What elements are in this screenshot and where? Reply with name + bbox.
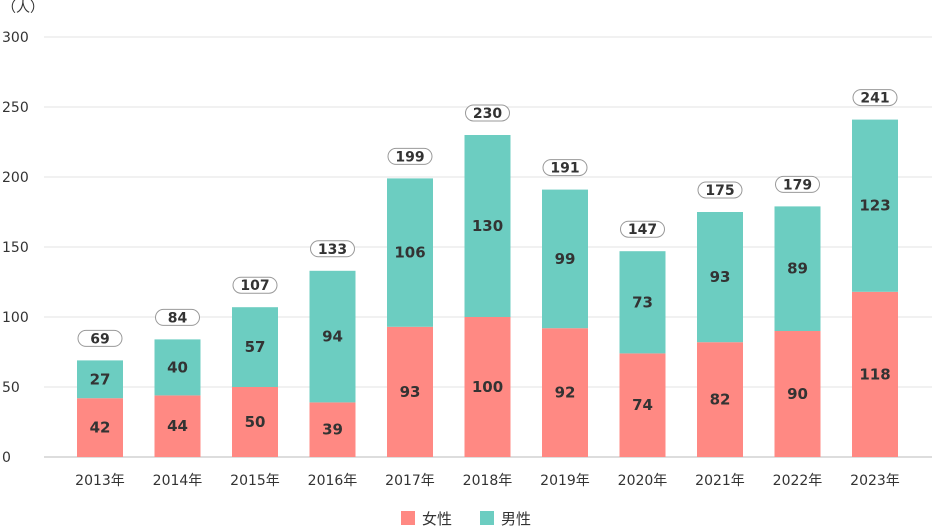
- bar-segment-female: [154, 395, 201, 457]
- y-axis-unit-label: （人）: [2, 0, 44, 16]
- data-label-female: 50: [245, 413, 266, 431]
- data-label-male: 106: [394, 244, 425, 262]
- bar-segment-female: [619, 353, 666, 457]
- legend-label-male: 男性: [501, 510, 531, 528]
- bar-segment-male: [232, 307, 278, 387]
- total-label: 133: [318, 242, 347, 258]
- bar-segment-male: [309, 270, 356, 403]
- x-tick-label: 2018年: [463, 473, 513, 489]
- total-badge: [775, 175, 820, 193]
- y-tick-label: 50: [2, 380, 20, 396]
- x-tick-label: 2013年: [75, 473, 125, 489]
- data-label-male: 57: [245, 338, 266, 356]
- data-label-male: 99: [555, 250, 576, 268]
- bar-segment-female: [852, 291, 898, 457]
- x-tick-label: 2022年: [773, 473, 823, 489]
- data-label-female: 39: [322, 421, 343, 439]
- x-tick-label: 2023年: [850, 473, 900, 489]
- data-label-female: 44: [167, 417, 188, 435]
- total-badge: [852, 89, 898, 107]
- bar-segment-female: [232, 387, 278, 457]
- legend-swatch-female: [401, 511, 415, 525]
- bar-segment-male: [464, 135, 511, 317]
- bar-segment-male: [77, 360, 123, 399]
- y-tick-label: 300: [2, 30, 29, 46]
- data-label-male: 89: [787, 260, 808, 278]
- data-label-female: 118: [859, 365, 890, 383]
- bar-segment-male: [774, 206, 821, 331]
- x-tick-label: 2016年: [308, 473, 358, 489]
- total-label: 199: [395, 149, 424, 165]
- bar-segment-female: [309, 402, 356, 457]
- total-badge: [77, 329, 123, 347]
- x-tick-label: 2017年: [385, 473, 435, 489]
- x-axis-ticks: 2013年 2014年 2015年 2016年 2017年 2018年 2019年 2020年…: [75, 473, 900, 489]
- bar-segment-female: [464, 317, 511, 457]
- bar-segment-male: [619, 251, 666, 354]
- data-label-female: 42: [90, 419, 111, 437]
- data-label-female: 82: [710, 391, 731, 409]
- data-label-male: 40: [167, 358, 188, 376]
- y-tick-label: 100: [2, 310, 29, 326]
- bar-segment-female: [77, 398, 123, 457]
- x-tick-label: 2019年: [540, 473, 590, 489]
- total-badge: [697, 181, 743, 199]
- legend-label-female: 女性: [422, 510, 452, 528]
- x-tick-label: 2021年: [695, 473, 745, 489]
- data-label-male: 130: [472, 217, 503, 235]
- bar-segment-male: [697, 212, 743, 343]
- data-label-female: 90: [787, 385, 808, 403]
- total-badge: [232, 276, 278, 294]
- bar-segment-male: [542, 189, 588, 329]
- y-axis-ticks: 0 50 100 150 200 250 300: [2, 30, 29, 466]
- data-label-male: 73: [632, 293, 653, 311]
- bar-segment-male: [852, 119, 898, 292]
- bars: 42 27 69 44 40 84 50 57 107 39 94 133 93 106 199 100 130…: [77, 89, 898, 457]
- total-label: 191: [550, 161, 579, 177]
- data-label-male: 94: [322, 328, 343, 346]
- total-label: 175: [705, 183, 734, 199]
- total-badge: [310, 240, 355, 258]
- bar-segment-female: [387, 326, 433, 457]
- bar-segment-female: [697, 342, 743, 457]
- total-label: 84: [168, 310, 188, 326]
- total-badge: [620, 220, 665, 238]
- total-label: 107: [240, 278, 269, 294]
- total-label: 147: [628, 222, 657, 238]
- x-tick-label: 2014年: [153, 473, 203, 489]
- bar-segment-male: [387, 178, 433, 327]
- y-tick-label: 0: [2, 450, 11, 466]
- total-badge: [465, 104, 510, 122]
- total-badge: [542, 159, 588, 177]
- data-label-female: 92: [555, 384, 576, 402]
- total-label: 230: [473, 106, 502, 122]
- data-label-female: 93: [400, 383, 421, 401]
- data-label-female: 100: [472, 378, 503, 396]
- x-tick-label: 2015年: [230, 473, 280, 489]
- y-tick-label: 250: [2, 100, 29, 116]
- y-tick-label: 150: [2, 240, 29, 256]
- data-label-male: 27: [90, 370, 111, 388]
- total-label: 241: [860, 91, 889, 107]
- total-label: 179: [783, 177, 812, 193]
- total-label: 69: [90, 331, 109, 347]
- bar-segment-male: [154, 339, 201, 396]
- total-badge: [387, 147, 433, 165]
- total-badge: [155, 308, 200, 326]
- data-label-male: 93: [710, 268, 731, 286]
- x-tick-label: 2020年: [618, 473, 668, 489]
- bar-segment-female: [774, 331, 821, 457]
- legend: 女性 男性: [401, 510, 531, 528]
- data-label-female: 74: [632, 396, 653, 414]
- legend-swatch-male: [480, 511, 494, 525]
- y-tick-label: 200: [2, 170, 29, 186]
- data-label-male: 123: [859, 197, 890, 215]
- bar-segment-female: [542, 328, 588, 457]
